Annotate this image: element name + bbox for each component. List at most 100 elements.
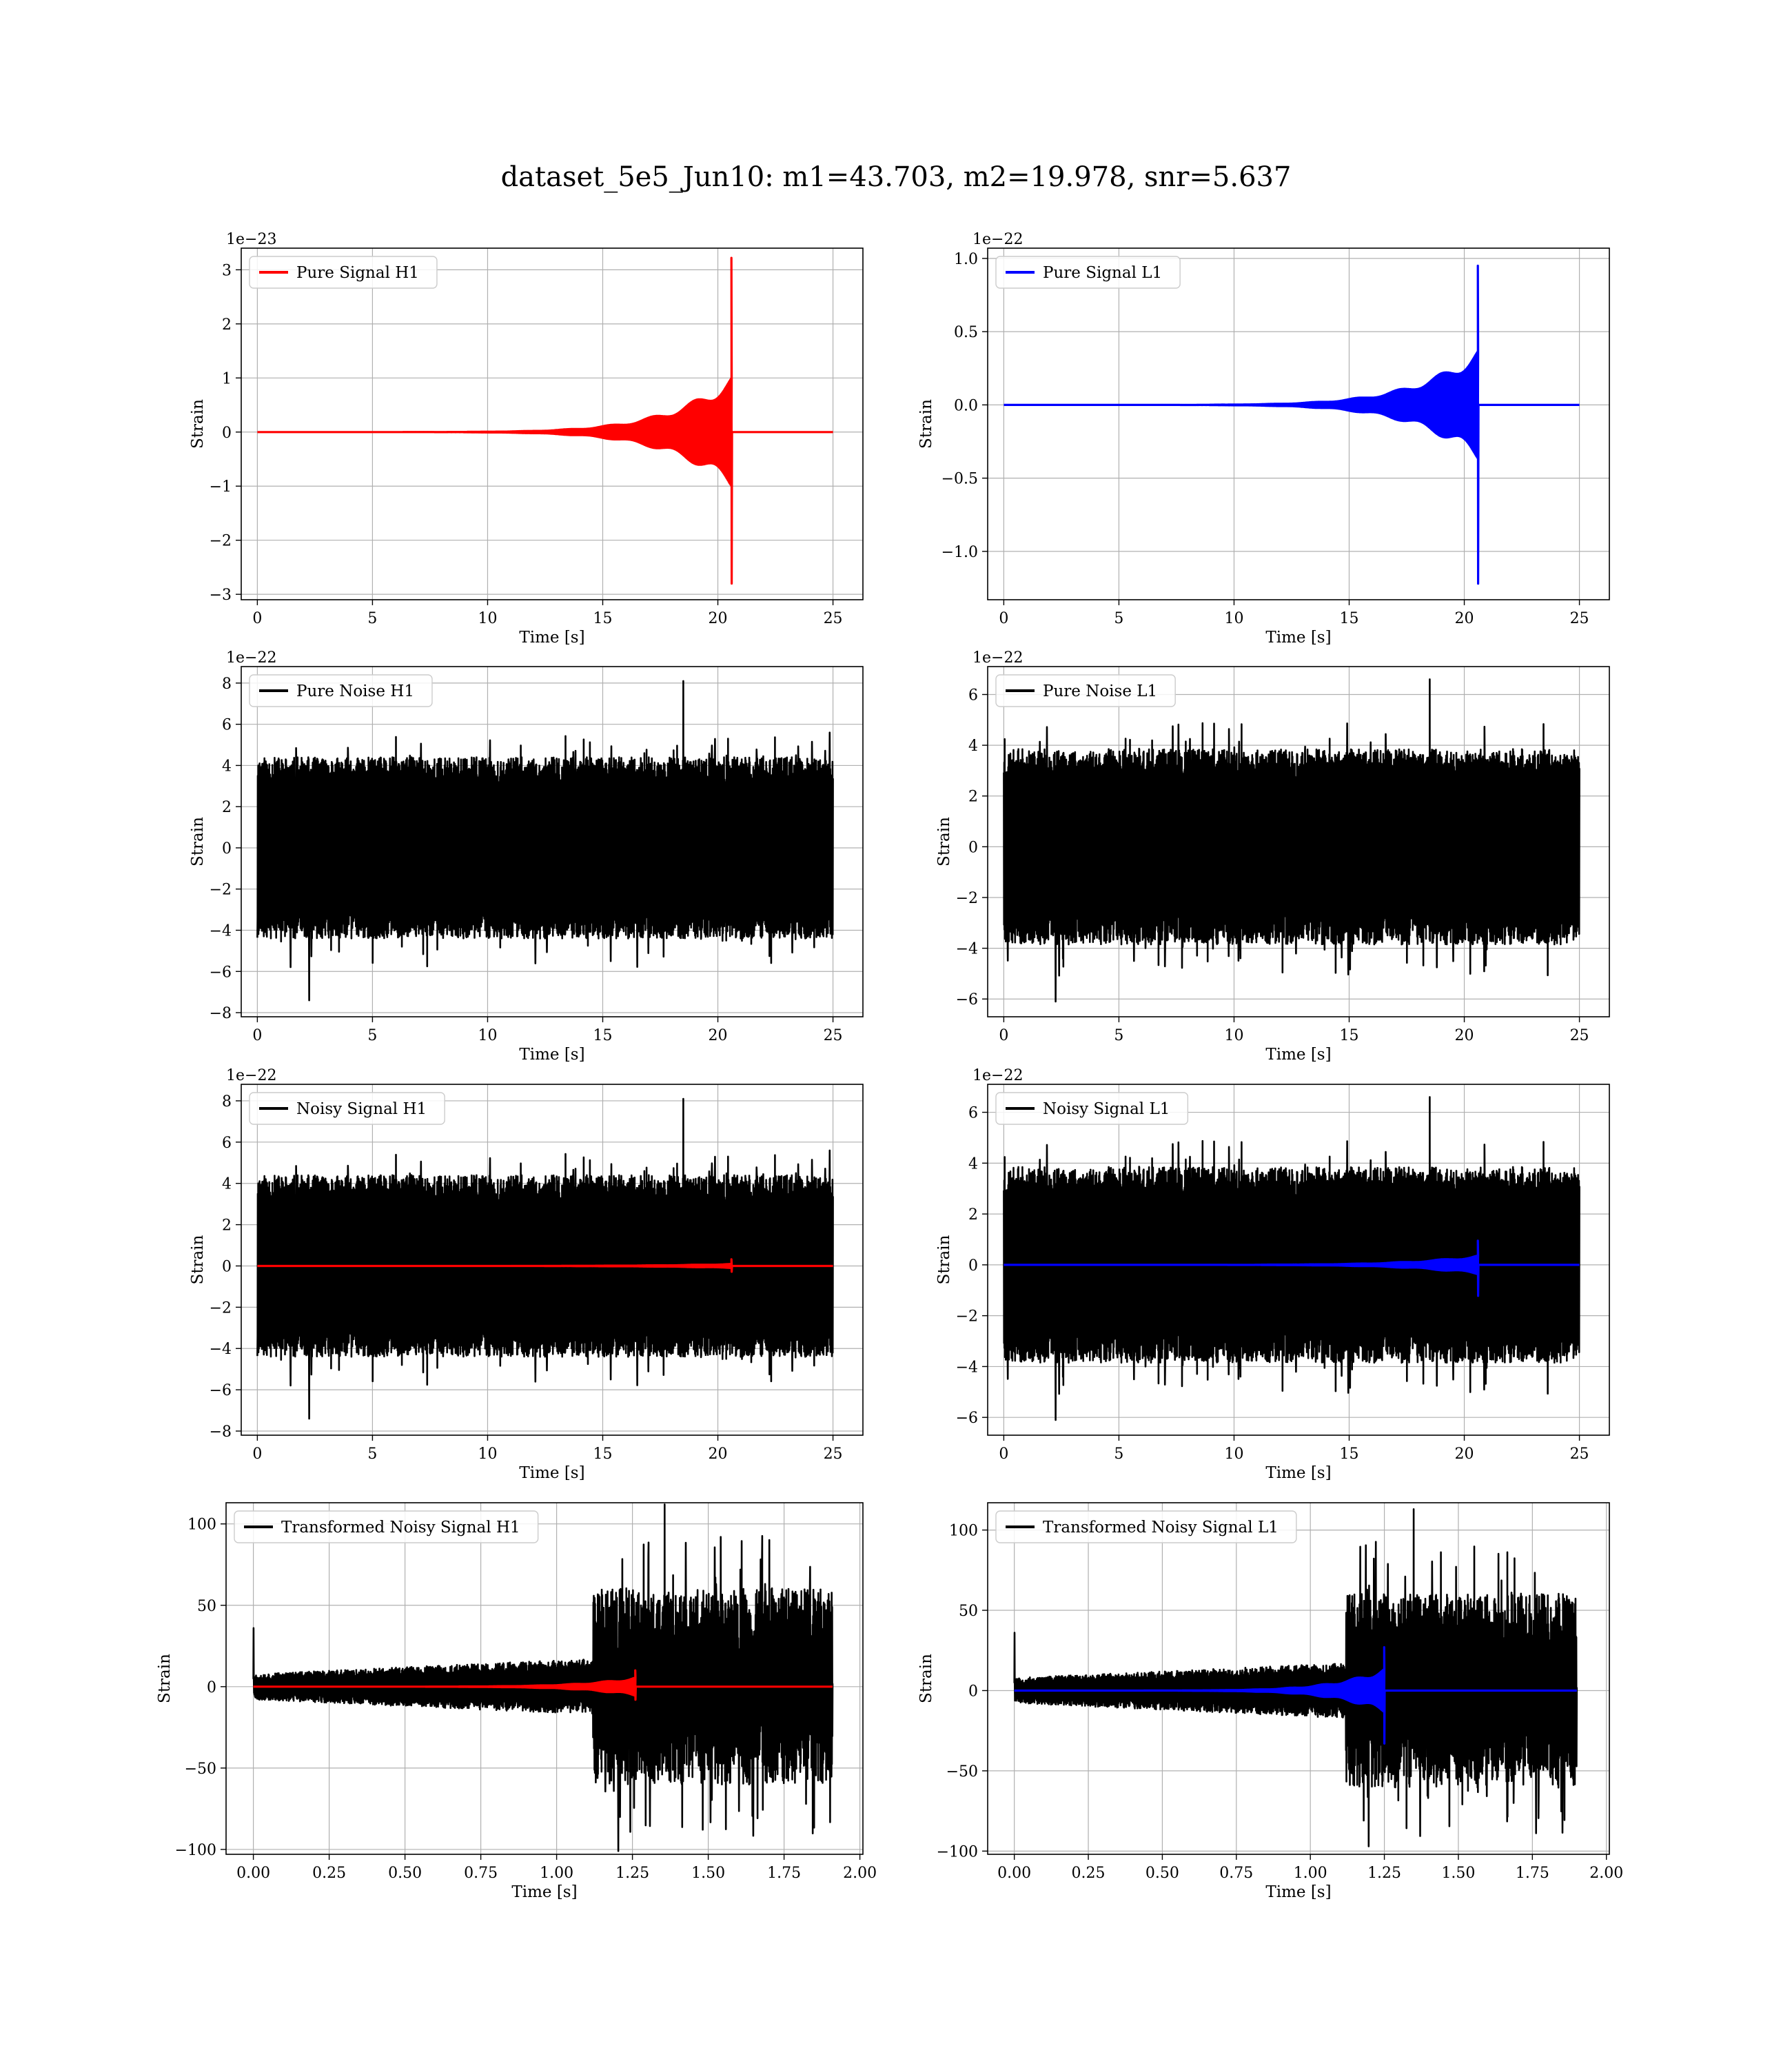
x-tick-label: 5 — [367, 1027, 377, 1044]
y-tick-label: 6 — [968, 1105, 978, 1122]
x-tick-label: 0.50 — [388, 1865, 422, 1882]
x-tick-label: 1.25 — [1367, 1865, 1401, 1882]
subplot-6: 0 5 10 15 20 25 −6 −4 −2 0 2 4 6 Time [s] Strain 1e−22 N… — [935, 1067, 1610, 1482]
y-tick-label: 2 — [222, 316, 232, 334]
axis-offset-label: 1e−22 — [226, 1067, 276, 1084]
plot-area — [256, 256, 833, 585]
x-tick-label: 20 — [709, 610, 728, 627]
plot-area — [256, 680, 834, 1002]
x-tick-label: 1.50 — [691, 1865, 725, 1882]
y-tick-label: −2 — [210, 533, 232, 550]
y-tick-label: 0.0 — [954, 397, 978, 414]
legend-box — [995, 256, 1181, 289]
x-tick-label: 0 — [252, 1027, 262, 1044]
axis-offset-label: 1e−22 — [226, 649, 276, 667]
series-line-1 — [256, 680, 834, 1002]
series-line-1 — [1003, 1096, 1580, 1421]
subplot-7: 0.00 0.25 0.50 0.75 1.00 1.25 1.50 1.75 2.00 −100… — [156, 1502, 877, 1901]
y-tick-label: −4 — [210, 922, 232, 940]
y-tick-label: −8 — [210, 1005, 232, 1022]
y-tick-label: 4 — [222, 758, 232, 775]
y-tick-label: 2 — [222, 799, 232, 816]
x-axis-label: Time [s] — [511, 1883, 577, 1901]
y-axis-label: Strain — [156, 1654, 174, 1703]
x-tick-label: 25 — [1570, 610, 1589, 627]
y-tick-label: −6 — [956, 991, 978, 1008]
x-tick-label: 15 — [593, 610, 612, 627]
legend: Noisy Signal H1 — [249, 1092, 445, 1125]
axis-offset-label: 1e−22 — [973, 1067, 1023, 1084]
y-tick-label: −50 — [946, 1763, 978, 1781]
legend-label: Noisy Signal L1 — [1043, 1100, 1170, 1118]
legend-label: Pure Noise L1 — [1043, 682, 1157, 700]
legend-box — [249, 674, 433, 707]
axis-offset-label: 1e−23 — [226, 231, 276, 248]
x-tick-label: 0.50 — [1146, 1865, 1179, 1882]
y-tick-label: 0 — [968, 1257, 978, 1275]
x-tick-label: 0.25 — [1072, 1865, 1106, 1882]
y-tick-label: −8 — [210, 1423, 232, 1441]
y-tick-label: −6 — [210, 964, 232, 981]
x-tick-label: 10 — [1224, 1027, 1243, 1044]
legend-box — [995, 674, 1176, 707]
series-line-1 — [256, 256, 833, 585]
y-tick-label: 50 — [197, 1598, 216, 1615]
x-tick-label: 25 — [824, 610, 843, 627]
x-tick-label: 0.00 — [997, 1865, 1031, 1882]
x-tick-label: 0 — [999, 1446, 1008, 1463]
x-tick-label: 0 — [999, 610, 1008, 627]
x-tick-label: 10 — [1224, 610, 1243, 627]
axis-offset-label: 1e−22 — [973, 649, 1023, 667]
y-tick-label: 2 — [968, 1206, 978, 1224]
legend-label: Pure Signal L1 — [1043, 264, 1162, 282]
y-tick-label: −3 — [210, 587, 232, 604]
x-tick-label: 20 — [1455, 1446, 1474, 1463]
x-axis-label: Time [s] — [1265, 1046, 1331, 1064]
y-tick-label: 100 — [187, 1517, 216, 1534]
x-tick-label: 15 — [593, 1446, 612, 1463]
axes-frame — [987, 247, 1610, 600]
y-tick-label: 2 — [222, 1217, 232, 1235]
x-axis-label: Time [s] — [519, 1046, 584, 1064]
x-tick-label: 1.75 — [767, 1865, 801, 1882]
series-line-2 — [1013, 1646, 1577, 1745]
y-tick-label: 8 — [222, 1093, 232, 1111]
legend: Noisy Signal L1 — [995, 1092, 1189, 1125]
x-axis-label: Time [s] — [1265, 1464, 1331, 1482]
series-line-2 — [1003, 1239, 1580, 1297]
series-line-2 — [252, 1669, 833, 1701]
x-tick-label: 5 — [367, 610, 377, 627]
x-tick-label: 1.50 — [1441, 1865, 1475, 1882]
x-tick-label: 0 — [252, 1446, 262, 1463]
plot-area — [1003, 678, 1580, 1003]
y-tick-label: 1.0 — [954, 251, 978, 268]
x-tick-label: 20 — [709, 1027, 728, 1044]
axes-frame — [987, 1084, 1610, 1436]
legend: Pure Noise H1 — [249, 674, 433, 707]
y-tick-label: 3 — [222, 262, 232, 279]
y-tick-label: −100 — [175, 1842, 216, 1859]
x-tick-label: 15 — [1339, 1027, 1358, 1044]
axis-offset-label: 1e−22 — [973, 231, 1023, 248]
legend-box — [234, 1510, 539, 1543]
legend: Pure Signal L1 — [995, 256, 1181, 289]
subplot-5: 0 5 10 15 20 25 −8 −6 −4 −2 0 2 4 6 8 Time [s] Strain 1e−… — [189, 1067, 864, 1482]
legend-label: Pure Noise H1 — [296, 682, 414, 700]
axes-frame — [987, 1502, 1610, 1855]
x-tick-label: 20 — [709, 1446, 728, 1463]
y-tick-label: −2 — [956, 890, 978, 907]
axes-frame — [987, 666, 1610, 1017]
x-tick-label: 15 — [593, 1027, 612, 1044]
x-tick-label: 25 — [1570, 1027, 1589, 1044]
x-tick-label: 1.75 — [1516, 1865, 1549, 1882]
x-tick-label: 15 — [1339, 610, 1358, 627]
x-tick-label: 25 — [824, 1446, 843, 1463]
x-tick-label: 2.00 — [1589, 1865, 1623, 1882]
x-axis-label: Time [s] — [519, 629, 584, 647]
series-line-1 — [1003, 264, 1580, 585]
x-tick-label: 0 — [252, 610, 262, 627]
y-tick-label: −2 — [956, 1308, 978, 1326]
x-tick-label: 0.25 — [312, 1865, 346, 1882]
legend: Pure Noise L1 — [995, 674, 1176, 707]
